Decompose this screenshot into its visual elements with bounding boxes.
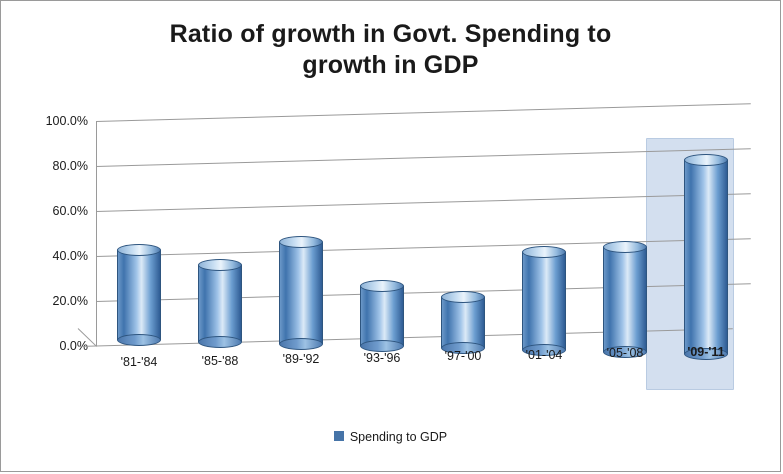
gridline-80 bbox=[95, 148, 751, 167]
bar-base-ellipse bbox=[522, 344, 566, 356]
bar-body bbox=[603, 247, 647, 352]
bar-top-ellipse bbox=[522, 246, 566, 258]
x-tick-label-81-84: '81-'84 bbox=[120, 355, 158, 369]
bar-85-88[interactable] bbox=[198, 259, 242, 348]
bar-01-04[interactable] bbox=[522, 246, 566, 356]
axis-left-wall bbox=[96, 121, 97, 346]
bar-top-ellipse bbox=[603, 241, 647, 253]
y-tick-label-100: 100.0% bbox=[45, 114, 88, 128]
x-tick-label-89-92: '89-'92 bbox=[282, 352, 320, 366]
bar-top-ellipse bbox=[279, 236, 323, 248]
bar-base-ellipse bbox=[198, 336, 242, 348]
gridline-100 bbox=[95, 103, 751, 122]
bar-body bbox=[279, 242, 323, 344]
plot-area bbox=[95, 103, 751, 360]
chart-title: Ratio of growth in Govt. Spending to gro… bbox=[61, 19, 720, 82]
bar-base-ellipse bbox=[441, 342, 485, 354]
bar-body bbox=[360, 286, 404, 346]
bar-top-ellipse bbox=[684, 154, 728, 166]
bar-base-ellipse bbox=[117, 334, 161, 346]
bar-body bbox=[117, 250, 161, 340]
bar-09-11[interactable] bbox=[684, 154, 728, 360]
bar-05-08[interactable] bbox=[603, 241, 647, 358]
x-tick-label-09-11: '09-'11 bbox=[687, 345, 725, 359]
bar-body bbox=[684, 160, 728, 354]
bar-base-ellipse bbox=[360, 340, 404, 352]
bar-93-96[interactable] bbox=[360, 280, 404, 352]
y-tick-label-80: 80.0% bbox=[52, 159, 88, 173]
bar-top-ellipse bbox=[198, 259, 242, 271]
y-axis: 100.0% 80.0% 60.0% 40.0% 20.0% 0.0% bbox=[26, 114, 88, 353]
x-tick-label-01-04: '01-'04 bbox=[525, 348, 563, 362]
bar-top-ellipse bbox=[441, 291, 485, 303]
bar-body bbox=[441, 297, 485, 348]
gridline-20 bbox=[95, 283, 751, 302]
chart-title-line-1: Ratio of growth in Govt. Spending to bbox=[169, 20, 612, 48]
gridline-40 bbox=[95, 238, 751, 257]
bar-top-ellipse bbox=[117, 244, 161, 256]
y-tick-label-20: 20.0% bbox=[52, 294, 88, 308]
bar-base-ellipse bbox=[603, 346, 647, 358]
chart-title-line-2: growth in GDP bbox=[302, 51, 479, 80]
bar-body bbox=[522, 252, 566, 350]
axis-floor-left bbox=[78, 328, 97, 347]
x-tick-label-93-96: '93-'96 bbox=[363, 351, 401, 365]
legend-swatch-icon bbox=[333, 431, 344, 441]
gridline-60 bbox=[95, 193, 751, 212]
x-tick-label-05-08: '05-'08 bbox=[606, 346, 644, 360]
legend-label-spending-to-gdp: Spending to GDP bbox=[349, 429, 448, 444]
x-axis: '81-'84 '85-'88 '89-'92 '93-'96 '97-'00 … bbox=[96, 345, 751, 377]
x-tick-label-85-88: '85-'88 bbox=[201, 354, 239, 368]
bar-97-00[interactable] bbox=[441, 291, 485, 354]
bar-81-84[interactable] bbox=[117, 244, 161, 346]
y-tick-label-60: 60.0% bbox=[52, 204, 88, 218]
y-tick-label-40: 40.0% bbox=[52, 249, 88, 263]
bar-body bbox=[198, 265, 242, 342]
bar-base-ellipse bbox=[279, 338, 323, 350]
x-tick-label-97-00: '97-'00 bbox=[444, 349, 482, 363]
bar-89-92[interactable] bbox=[279, 236, 323, 350]
legend: Spending to GDP bbox=[1, 429, 780, 444]
bar-top-ellipse bbox=[360, 280, 404, 292]
bar-base-ellipse bbox=[684, 348, 728, 360]
